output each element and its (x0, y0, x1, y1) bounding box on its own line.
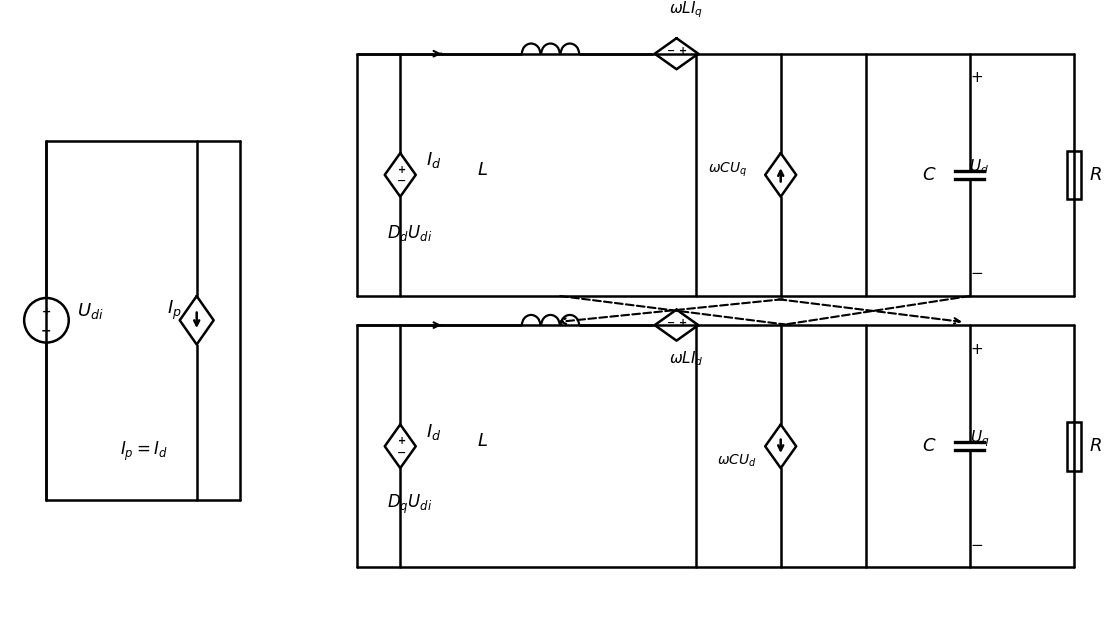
Text: $U_{di}$: $U_{di}$ (77, 300, 103, 320)
Text: $R$: $R$ (1089, 166, 1101, 184)
Text: $I_p$: $I_p$ (166, 299, 182, 322)
Text: +: + (397, 436, 406, 446)
Bar (1067, 150, 1081, 199)
Text: $R$: $R$ (1089, 437, 1101, 455)
Text: $\omega LI_q$: $\omega LI_q$ (669, 0, 704, 21)
Text: +: + (397, 164, 406, 174)
Text: $U_q$: $U_q$ (970, 428, 989, 449)
Text: −: − (397, 448, 406, 458)
Text: $I_d$: $I_d$ (426, 150, 442, 171)
Text: −: − (667, 46, 675, 56)
Text: $C$: $C$ (921, 437, 936, 455)
Text: $D_d U_{di}$: $D_d U_{di}$ (387, 223, 433, 243)
Text: $+$: $+$ (970, 70, 983, 85)
Text: +: + (42, 307, 51, 317)
Text: −: − (667, 318, 675, 328)
Text: $\omega LI_d$: $\omega LI_d$ (669, 350, 704, 369)
Bar (1067, 422, 1081, 470)
Text: $I_d$: $I_d$ (426, 422, 442, 442)
Text: $\omega CU_d$: $\omega CU_d$ (717, 453, 757, 469)
Text: −: − (397, 176, 406, 186)
Text: $U_d$: $U_d$ (969, 158, 989, 176)
Text: +: + (679, 318, 687, 328)
Text: $-$: $-$ (970, 265, 983, 279)
Text: $D_q U_{di}$: $D_q U_{di}$ (387, 493, 433, 516)
Text: $L$: $L$ (477, 433, 488, 450)
Text: +: + (679, 46, 687, 56)
Text: $+$: $+$ (970, 342, 983, 357)
Text: −: − (41, 324, 52, 337)
Text: $L$: $L$ (477, 161, 488, 179)
Text: $\omega CU_q$: $\omega CU_q$ (708, 161, 747, 179)
Text: $-$: $-$ (970, 535, 983, 551)
Text: $C$: $C$ (921, 166, 936, 184)
Text: $I_p = I_d$: $I_p = I_d$ (120, 440, 168, 463)
